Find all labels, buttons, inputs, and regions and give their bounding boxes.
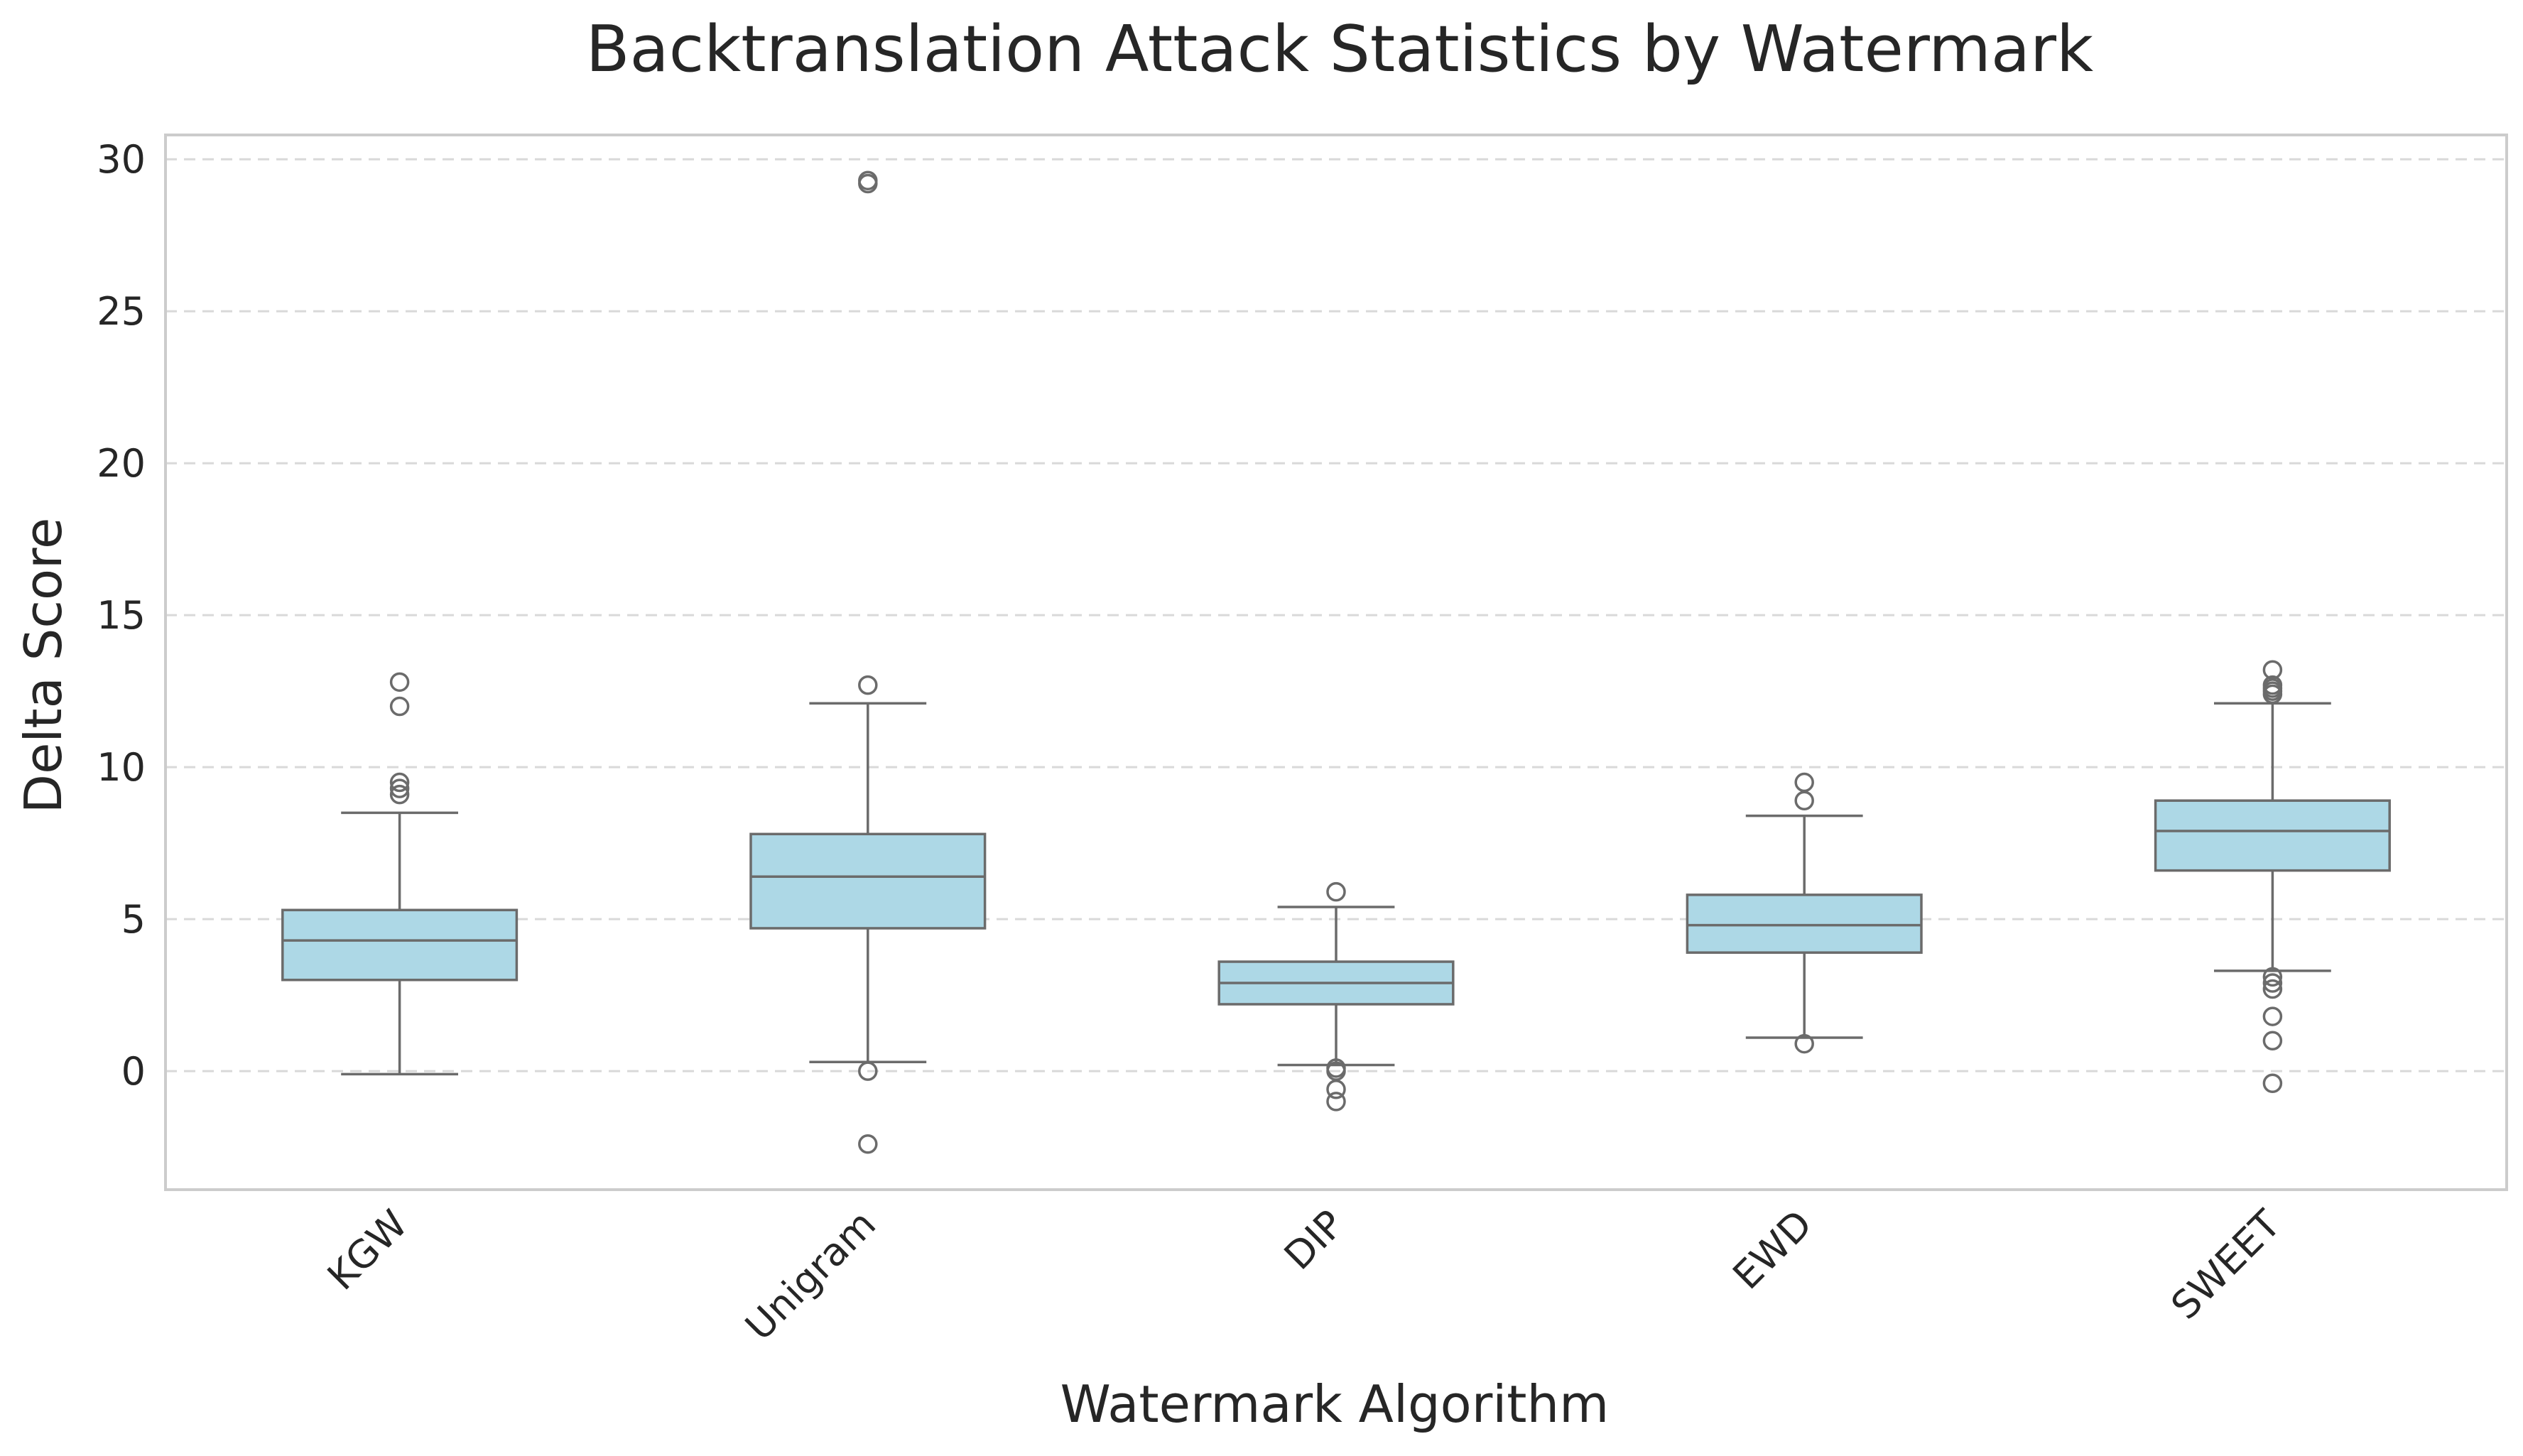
- y-axis-label: Delta Score: [13, 518, 73, 814]
- outlier-point: [389, 778, 410, 798]
- y-tick-label-5: 5: [121, 897, 146, 942]
- y-tick-label-30: 30: [97, 137, 146, 182]
- iqr-box: [1686, 893, 1923, 954]
- outlier-point: [2262, 967, 2283, 987]
- outlier-point: [858, 1134, 878, 1154]
- box-group-ewd: [1686, 772, 1923, 1054]
- plot-area-frame: [164, 134, 2508, 1191]
- iqr-box: [281, 908, 519, 982]
- iqr-box: [749, 832, 987, 930]
- outlier-point: [1794, 1033, 1814, 1054]
- y-tick-label-20: 20: [97, 441, 146, 486]
- outlier-point: [2262, 1031, 2283, 1051]
- outlier-point: [389, 784, 410, 805]
- y-tick-label-0: 0: [121, 1049, 146, 1094]
- outlier-point: [2262, 973, 2283, 993]
- box-layer: [281, 170, 2391, 1154]
- outlier-point: [1326, 1080, 1346, 1099]
- outlier-point: [2262, 660, 2283, 680]
- outlier-point: [858, 675, 878, 695]
- outlier-point: [389, 696, 410, 717]
- outlier-point: [1326, 1092, 1346, 1112]
- outlier-point: [858, 170, 878, 190]
- outlier-point: [2262, 1073, 2283, 1093]
- outlier-point: [858, 1061, 878, 1081]
- outlier-point: [389, 772, 410, 793]
- y-tick-label-15: 15: [97, 593, 146, 638]
- outlier-point: [2262, 979, 2283, 999]
- chart-title: Backtranslation Attack Statistics by Wat…: [586, 12, 2093, 87]
- outlier-point: [1794, 772, 1814, 793]
- x-axis-label: Watermark Algorithm: [1060, 1374, 1610, 1434]
- box-group-kgw: [281, 672, 519, 1076]
- box-group-dip: [1217, 881, 1455, 1112]
- outlier-point: [2262, 675, 2283, 695]
- y-axis-ticks: 0 5 10 15 20 25 30: [97, 137, 146, 1094]
- box-group-sweet: [2154, 660, 2391, 1093]
- outlier-point: [389, 672, 410, 692]
- outlier-point: [2262, 1006, 2283, 1026]
- outlier-point: [1326, 881, 1346, 902]
- y-tick-label-10: 10: [97, 745, 146, 790]
- y-tick-label-25: 25: [97, 289, 146, 334]
- box-group-unigram: [749, 170, 987, 1154]
- iqr-box: [2154, 799, 2391, 872]
